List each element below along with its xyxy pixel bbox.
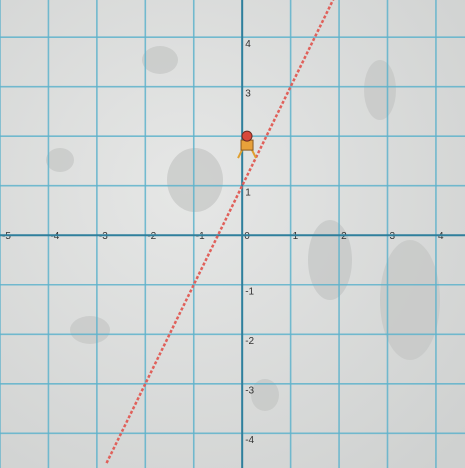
y-tick-label: -4 xyxy=(245,435,254,446)
y-tick-label: 4 xyxy=(245,39,251,50)
x-tick-label: 1 xyxy=(293,231,299,242)
y-tick-label: 3 xyxy=(245,88,251,99)
y-tick-label: -3 xyxy=(245,385,254,396)
plot xyxy=(105,0,335,464)
y-tick-label: -1 xyxy=(245,286,254,297)
x-tick-label: 4 xyxy=(438,231,444,242)
x-tick-label: -5 xyxy=(2,231,11,242)
y-tick-label: 1 xyxy=(245,187,251,198)
x-tick-label: -1 xyxy=(196,231,205,242)
lander xyxy=(237,130,257,159)
x-tick-label: -4 xyxy=(50,231,59,242)
y-tick-label: -2 xyxy=(245,336,254,347)
x-tick-label: -2 xyxy=(147,231,156,242)
x-tick-label: 0 xyxy=(244,231,250,242)
x-tick-label: 2 xyxy=(341,231,347,242)
x-tick-label: -3 xyxy=(99,231,108,242)
x-tick-label: 3 xyxy=(390,231,396,242)
lander-cabin xyxy=(241,130,253,142)
trajectory-line xyxy=(105,0,335,464)
